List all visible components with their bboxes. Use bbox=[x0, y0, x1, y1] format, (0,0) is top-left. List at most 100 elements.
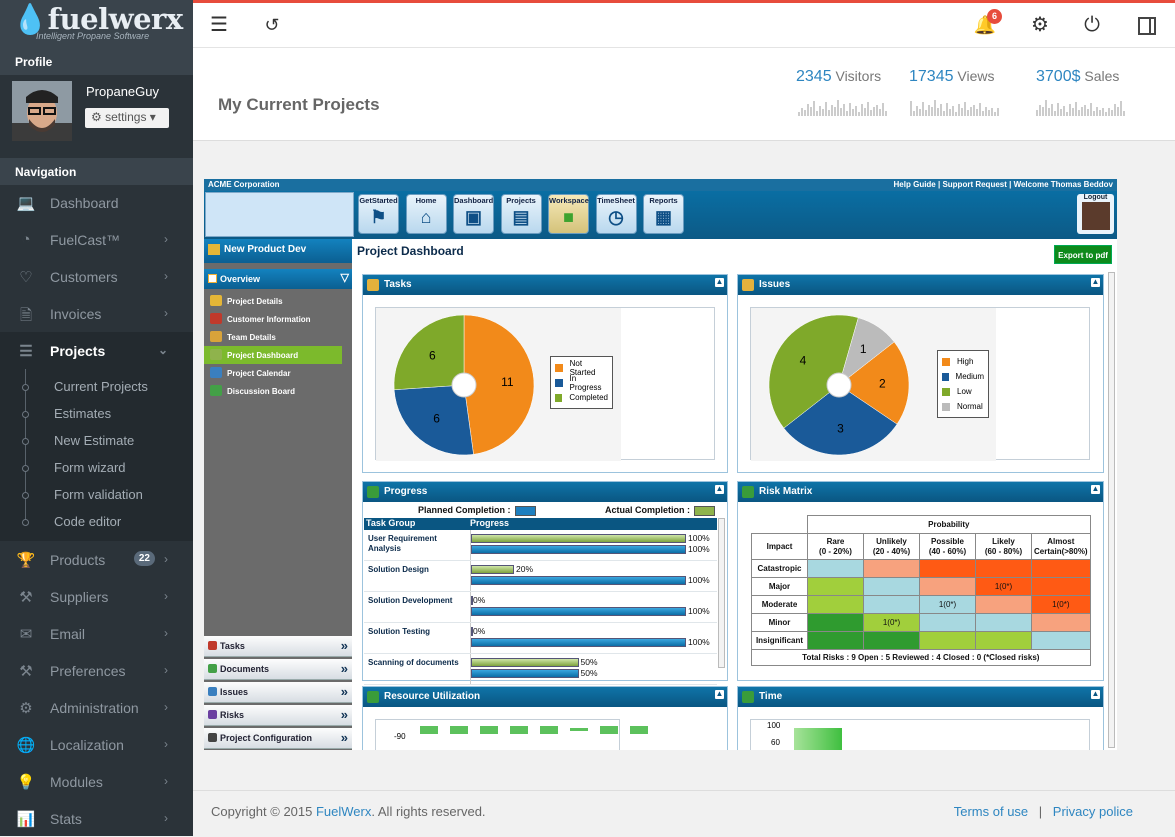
nav-item-email[interactable]: ✉ Email › bbox=[0, 615, 193, 652]
submenu-item[interactable]: Code editor bbox=[0, 508, 193, 535]
project-name[interactable]: New Product Dev bbox=[204, 239, 352, 263]
folder-icon bbox=[208, 244, 220, 255]
risk-cell[interactable] bbox=[1031, 559, 1091, 578]
left-section-project-configuration[interactable]: Project Configuration » bbox=[204, 728, 352, 749]
submenu-item[interactable]: Form wizard bbox=[0, 454, 193, 481]
nav-item-fuelcast[interactable]: ◔ FuelCast™ › bbox=[0, 221, 193, 258]
tool-getstarted[interactable]: GetStarted ⚑ bbox=[358, 194, 399, 234]
dashboard-scrollbar[interactable] bbox=[1108, 272, 1115, 748]
nav-item-customers[interactable]: ♡ Customers › bbox=[0, 258, 193, 295]
risk-cell[interactable] bbox=[807, 559, 864, 578]
tool-home[interactable]: Home ⌂ bbox=[405, 194, 447, 234]
risk-cell[interactable]: 1(0*) bbox=[975, 577, 1032, 596]
risk-cell[interactable] bbox=[975, 559, 1032, 578]
tool-dashboard[interactable]: Dashboard ▣ bbox=[453, 194, 494, 234]
risk-cell[interactable] bbox=[1031, 613, 1091, 632]
tool-reports[interactable]: Reports ▦ bbox=[643, 194, 684, 234]
privacy-link[interactable]: Privacy police bbox=[1052, 804, 1133, 819]
risk-cell[interactable] bbox=[863, 631, 920, 650]
risk-cell[interactable] bbox=[975, 631, 1032, 650]
nav-item-suppliers[interactable]: ⚒ Suppliers › bbox=[0, 578, 193, 615]
progress-panel-header: Progress ▲ bbox=[363, 482, 727, 502]
nav-item-stats[interactable]: 📊 Stats › bbox=[0, 800, 193, 837]
nav-item-administration[interactable]: ⚙ Administration › bbox=[0, 689, 193, 726]
tool-label: Dashboard bbox=[454, 196, 494, 205]
top-links[interactable]: Help Guide | Support Request | Welcome T… bbox=[893, 180, 1113, 189]
progress-row: Solution Design 20% 100% bbox=[364, 561, 717, 592]
history-icon[interactable]: ↺ bbox=[264, 15, 280, 35]
tools-icon: ⚒ bbox=[19, 662, 33, 680]
left-section-tasks[interactable]: Tasks » bbox=[204, 636, 352, 657]
collapse-icon[interactable]: ▽ bbox=[340, 272, 349, 284]
risk-cell[interactable] bbox=[863, 595, 920, 614]
minimize-icon[interactable]: ▲ bbox=[715, 277, 724, 287]
minimize-icon[interactable]: ▲ bbox=[1091, 689, 1100, 699]
power-icon[interactable]: ⏻ bbox=[1084, 14, 1100, 36]
submenu-label: Form validation bbox=[54, 487, 143, 502]
risk-cell[interactable] bbox=[863, 559, 920, 578]
left-menu-item[interactable]: Project Details bbox=[204, 292, 352, 310]
submenu-item[interactable]: Estimates bbox=[0, 400, 193, 427]
export-pdf-button[interactable]: Export to pdf bbox=[1054, 245, 1112, 264]
risk-cell[interactable] bbox=[1031, 631, 1091, 650]
settings-dropdown[interactable]: ⚙ settings ▾ bbox=[85, 108, 169, 128]
minimize-icon[interactable]: ▲ bbox=[715, 689, 724, 699]
nav-item-projects[interactable]: ☰ Projects ⌄ bbox=[0, 332, 193, 369]
overview-header[interactable]: Overview ▽ bbox=[204, 269, 352, 289]
tool-workspace[interactable]: Workspace ■ bbox=[548, 194, 589, 234]
left-section-risks[interactable]: Risks » bbox=[204, 705, 352, 726]
tool-timesheet[interactable]: TimeSheet ◷ bbox=[595, 194, 637, 234]
submenu-item[interactable]: Form validation bbox=[0, 481, 193, 508]
risk-cell[interactable] bbox=[975, 595, 1032, 614]
resource-bar bbox=[510, 726, 528, 734]
submenu-line bbox=[25, 369, 26, 521]
risk-cell[interactable] bbox=[807, 613, 864, 632]
risk-cell[interactable] bbox=[807, 631, 864, 650]
nav-item-products[interactable]: 🏆 Products 22 › bbox=[0, 541, 193, 578]
risk-cell[interactable] bbox=[919, 577, 976, 596]
progress-scrollbar[interactable] bbox=[718, 518, 725, 668]
risk-cell[interactable] bbox=[975, 613, 1032, 632]
brand-logo[interactable]: 💧fuelwerx Intelligent Propane Software bbox=[0, 0, 193, 48]
risk-cell[interactable]: 1(0*) bbox=[919, 595, 976, 614]
risk-cell[interactable]: 1(0*) bbox=[1031, 595, 1091, 614]
risk-cell[interactable]: 1(0*) bbox=[863, 613, 920, 632]
nav-item-localization[interactable]: 🌐 Localization › bbox=[0, 726, 193, 763]
spark-bar bbox=[1081, 107, 1083, 116]
minimize-icon[interactable]: ▲ bbox=[1091, 277, 1100, 287]
minimize-icon[interactable]: ▲ bbox=[1091, 484, 1100, 494]
nav-item-dashboard[interactable]: 💻 Dashboard bbox=[0, 184, 193, 221]
submenu-item[interactable]: New Estimate bbox=[0, 427, 193, 454]
tool-projects[interactable]: Projects ▤ bbox=[500, 194, 542, 234]
nav-item-modules[interactable]: 💡 Modules › bbox=[0, 763, 193, 800]
nav-item-preferences[interactable]: ⚒ Preferences › bbox=[0, 652, 193, 689]
risk-cell[interactable] bbox=[807, 577, 864, 596]
gear-icon[interactable]: ⚙ bbox=[1031, 14, 1049, 36]
time-panel-header: Time ▲ bbox=[738, 687, 1103, 707]
legend-entry: Completed bbox=[555, 390, 608, 405]
left-section-documents[interactable]: Documents » bbox=[204, 659, 352, 680]
spark-bar bbox=[1057, 103, 1059, 116]
terms-link[interactable]: Terms of use bbox=[953, 804, 1029, 819]
panel-toggle-icon[interactable] bbox=[1135, 13, 1159, 37]
left-menu-item[interactable]: Team Details bbox=[204, 328, 352, 346]
risk-cell[interactable] bbox=[863, 577, 920, 596]
footer-brand-link[interactable]: FuelWerx bbox=[315, 804, 372, 819]
avatar[interactable] bbox=[12, 81, 72, 141]
projects-submenu: Current Projects Estimates New Estimate For… bbox=[0, 369, 193, 541]
minimize-icon[interactable]: ▲ bbox=[715, 484, 724, 494]
risk-cell[interactable] bbox=[919, 559, 976, 578]
submenu-item[interactable]: Current Projects bbox=[0, 373, 193, 400]
left-menu-item[interactable]: Discussion Board bbox=[204, 382, 352, 400]
left-section-issues[interactable]: Issues » bbox=[204, 682, 352, 703]
risk-cell[interactable] bbox=[1031, 577, 1091, 596]
left-menu-item[interactable]: Project Dashboard bbox=[204, 346, 342, 364]
logout-button[interactable]: Logout bbox=[1077, 194, 1114, 234]
risk-cell[interactable] bbox=[807, 595, 864, 614]
nav-item-invoices[interactable]: 🗎 Invoices › bbox=[0, 295, 193, 332]
hamburger-icon[interactable]: ☰ bbox=[210, 14, 228, 36]
left-menu-item[interactable]: Project Calendar bbox=[204, 364, 352, 382]
left-menu-item[interactable]: Customer Information bbox=[204, 310, 352, 328]
risk-cell[interactable] bbox=[919, 631, 976, 650]
risk-cell[interactable] bbox=[919, 613, 976, 632]
